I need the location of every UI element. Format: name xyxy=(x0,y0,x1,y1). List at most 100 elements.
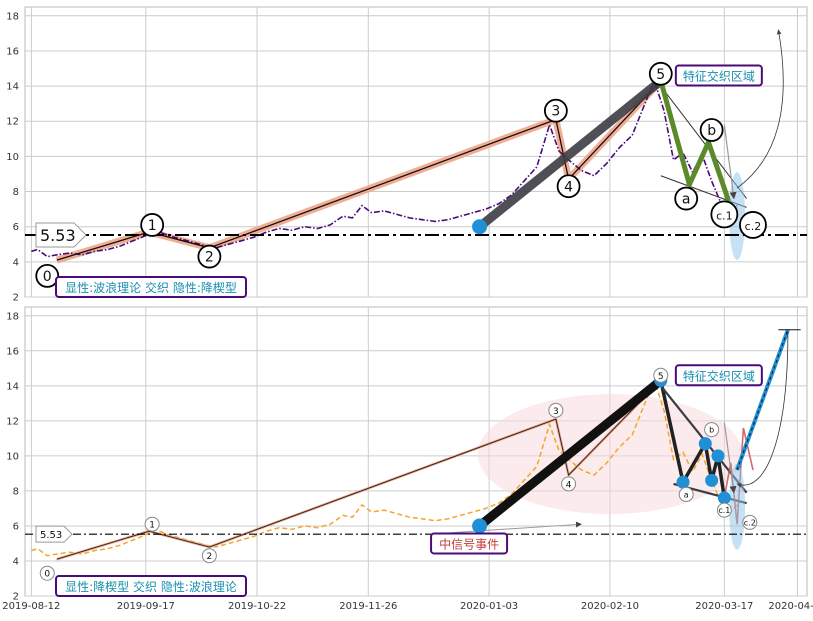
abc-label: b xyxy=(709,426,714,435)
wave-label: 3 xyxy=(553,407,559,417)
y-tick-label: 4 xyxy=(13,556,19,567)
x-tick-label: 2019-11-26 xyxy=(339,601,397,612)
x-tick-label: 2020-03-17 xyxy=(695,601,753,612)
abc-green-line xyxy=(658,80,737,218)
down-arrow xyxy=(723,124,737,200)
wave-label: 2 xyxy=(207,552,213,562)
wave-label-circle xyxy=(140,213,165,237)
wave-label: 3 xyxy=(551,104,560,120)
wave-label-circle xyxy=(653,367,669,383)
panel-bottom: 246810121416185.53012345abc.1c.2特征交织区域中信… xyxy=(2,306,813,612)
x-tick-label: 2020-01-03 xyxy=(460,601,518,612)
wave-label-circle xyxy=(144,516,160,532)
pattern-label: 显性:波浪理论 交织 隐性:降楔型 xyxy=(65,280,237,295)
y-tick-label: 16 xyxy=(6,346,19,357)
abc-line xyxy=(659,380,727,499)
wave-label-circle xyxy=(648,61,673,86)
pattern-label-box xyxy=(55,276,247,298)
support-value-label: 5.53 xyxy=(40,226,76,245)
abc-label-circle xyxy=(739,211,767,239)
zone-label-box xyxy=(674,364,763,387)
pivot-marker xyxy=(717,491,731,505)
projection-dash xyxy=(736,329,789,471)
x-tick-label: 2020-04-09 xyxy=(768,601,813,612)
price-series xyxy=(31,378,738,557)
wave-label: 0 xyxy=(43,269,52,285)
forecast-curve-arrow xyxy=(736,29,784,189)
y-tick-label: 18 xyxy=(6,311,19,322)
zone-label: 特征交织区域 xyxy=(683,368,755,383)
wave-label-circle xyxy=(561,476,577,492)
y-tick-label: 8 xyxy=(13,486,19,497)
wave-label: 2 xyxy=(205,250,214,266)
y-tick-label: 4 xyxy=(13,257,19,268)
x-tick-label: 2020-02-10 xyxy=(581,601,639,612)
abc-label-circle xyxy=(674,186,699,211)
wave-label: 4 xyxy=(564,179,573,195)
y-tick-label: 2 xyxy=(13,293,19,304)
abc-label: c.2 xyxy=(745,220,762,233)
x-tick-label: 2019-08-12 xyxy=(2,601,60,612)
pivot-marker xyxy=(698,437,712,451)
pivot-marker xyxy=(705,473,719,487)
y-tick-label: 16 xyxy=(6,46,19,57)
abc-label: a xyxy=(682,192,691,208)
abc-label: c.1 xyxy=(716,209,733,222)
pivot-marker xyxy=(676,475,690,489)
abc-label: a xyxy=(684,490,689,499)
abc-label: c.1 xyxy=(718,506,730,515)
down-arrow xyxy=(723,422,737,494)
wave-line xyxy=(56,80,662,261)
wave-label: 5 xyxy=(656,67,665,83)
y-tick-label: 12 xyxy=(6,117,19,128)
wave-label-circle xyxy=(543,98,568,123)
wave-label: 5 xyxy=(658,372,664,382)
support-value-label: 5.53 xyxy=(40,530,62,541)
wave-label: 4 xyxy=(566,480,572,490)
support-arrow-box xyxy=(35,222,87,248)
trend-line xyxy=(475,76,666,232)
wave-label-circle xyxy=(556,174,581,199)
support-arrow-box xyxy=(35,525,73,543)
pattern-label-box xyxy=(55,575,247,597)
signal-label: 中信号事件 xyxy=(439,536,499,551)
wave-label-circle xyxy=(201,548,217,564)
wave-label-circle xyxy=(548,402,564,418)
y-tick-label: 10 xyxy=(6,451,19,462)
y-tick-label: 2 xyxy=(13,592,19,603)
y-tick-label: 6 xyxy=(13,521,19,532)
plot-frame xyxy=(24,306,808,597)
wave-label-circle xyxy=(35,264,60,288)
y-tick-label: 6 xyxy=(13,222,19,233)
y-tick-label: 14 xyxy=(6,381,19,392)
y-tick-label: 8 xyxy=(13,187,19,198)
abc-label-circle xyxy=(678,486,694,502)
plot-frame xyxy=(24,6,808,298)
panel-top: 246810121416185.53012345abc.1c.2特征交织区域显性… xyxy=(6,6,808,304)
abc-label-circle xyxy=(704,422,720,438)
abc-label-circle xyxy=(742,514,758,530)
x-tick-label: 2019-09-17 xyxy=(117,601,175,612)
wave-label: 1 xyxy=(148,218,157,234)
wedge-upper-line xyxy=(660,85,747,199)
y-tick-label: 12 xyxy=(6,416,19,427)
forecast-curve-arrow xyxy=(736,331,789,488)
trend-start-marker xyxy=(472,219,488,235)
wave-line xyxy=(56,380,662,560)
signal-label-box xyxy=(430,532,509,555)
x-tick-label: 2019-10-22 xyxy=(228,601,286,612)
y-tick-label: 18 xyxy=(6,11,19,22)
wave-label: 1 xyxy=(149,521,155,531)
zone-label-box xyxy=(674,64,763,87)
y-tick-label: 14 xyxy=(6,82,19,93)
wave-label: 0 xyxy=(44,570,50,580)
abc-label-circle xyxy=(716,502,732,518)
abc-label-circle xyxy=(699,118,724,142)
signal-arrow xyxy=(447,521,582,534)
wave-label-circle xyxy=(39,565,55,581)
abc-label-circle xyxy=(710,200,739,229)
pivot-marker xyxy=(472,518,488,534)
y-tick-label: 10 xyxy=(6,152,19,163)
